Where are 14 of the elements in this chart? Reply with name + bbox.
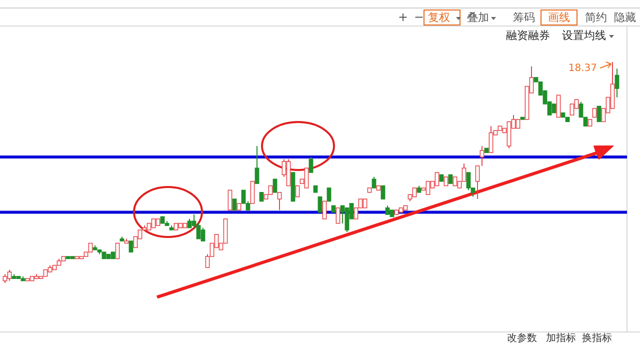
text: 设置均线 [562, 29, 606, 42]
text: 画线 [548, 11, 570, 24]
text: 简约 [585, 11, 607, 24]
text: 换指标 [582, 332, 612, 343]
text: + [398, 10, 408, 24]
text: 加指标 [546, 332, 576, 343]
text: 叠加 [467, 11, 489, 24]
text: 融资融券 [506, 29, 550, 42]
text: 复权 [428, 11, 450, 24]
text: 改参数 [507, 332, 537, 343]
text: 隐藏 [614, 11, 636, 24]
text: 筹码 [513, 11, 535, 24]
text: − [414, 10, 424, 24]
annotation: 18.37 [568, 63, 597, 74]
